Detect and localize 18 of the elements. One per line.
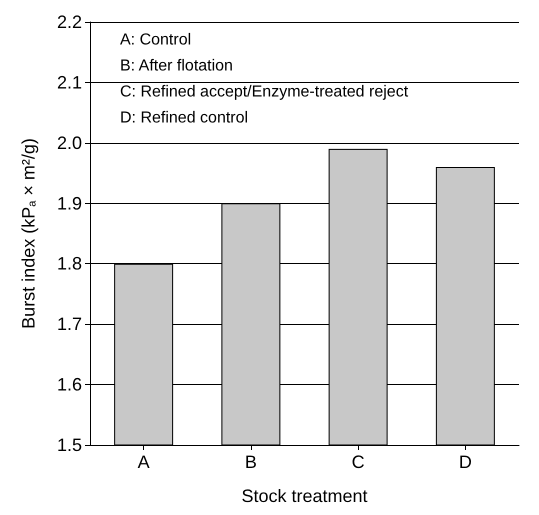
y-tick-label: 2.0 [56,132,82,153]
y-tick-label: 1.9 [56,193,82,214]
y-tick-label: 2.2 [56,12,82,32]
x-axis-title: Stock treatment [241,486,368,506]
annotation: B: After flotation [120,58,233,74]
x-tick-label: B [244,452,257,472]
annotation: D: Refined control [120,110,248,126]
y-tick-label: 1.6 [56,374,82,395]
y-tick-label: 1.8 [56,254,82,274]
annotation: C: Refined accept/Enzyme-treated reject [120,84,409,100]
y-tick-label: 2.1 [56,72,82,92]
x-tick-label: A [138,452,150,472]
y-tick-label: 1.7 [56,314,82,334]
x-tick-label: C [352,452,365,472]
y-tick-label: 1.5 [56,435,82,455]
y-axis-title: Burst index (kPa × m²/g) [18,138,38,329]
annotation: A: Control [120,32,192,48]
x-tick-label: D [458,452,472,472]
